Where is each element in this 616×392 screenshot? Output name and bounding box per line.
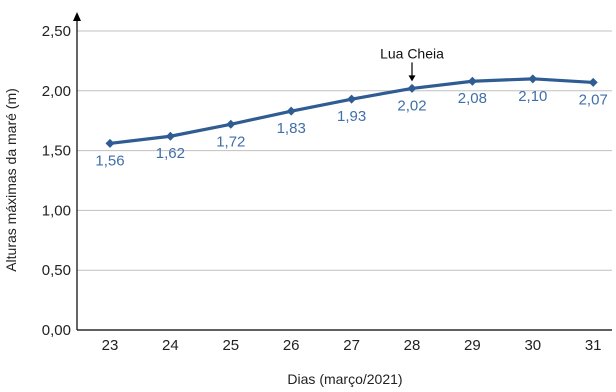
y-tick-label: 2,50 [42,23,71,40]
data-label: 2,08 [458,90,487,107]
data-point-marker [347,94,357,104]
full-moon-annotation: Lua Cheia [380,45,444,82]
x-tick-label: 28 [404,337,421,354]
x-tick-label: 25 [222,337,239,354]
y-tick-label: 2,00 [42,83,71,100]
data-label: 2,02 [397,97,426,114]
annotation-arrow-head [408,75,416,82]
x-axis-title: Dias (março/2021) [287,371,402,387]
x-tick-label: 23 [102,337,119,354]
data-point-marker [588,77,598,87]
x-tick-label: 26 [283,337,300,354]
x-tick-label: 29 [464,337,481,354]
data-label: 2,07 [579,91,608,108]
x-tick-label: 27 [343,337,360,354]
data-point-marker [528,74,538,84]
data-label: 1,72 [216,133,245,150]
x-tick-label: 31 [585,337,602,354]
y-tick-labels: 0,00 0,50 1,00 1,50 2,00 2,50 [42,23,71,339]
data-label: 1,83 [277,120,306,137]
data-point-marker [286,106,296,116]
data-point-marker [407,83,417,93]
series-line [105,74,598,148]
annotation-label: Lua Cheia [380,45,444,61]
data-point-marker [165,131,175,141]
data-point-marker [226,119,236,129]
data-label: 1,93 [337,108,366,125]
y-axis-title: Alturas máximas da maré (m) [3,88,19,272]
data-labels: 1,56 1,62 1,72 1,83 1,93 2,02 2,08 2,10 2,07 [95,88,607,170]
data-label: 1,56 [95,152,124,169]
y-tick-label: 0,50 [42,262,71,279]
y-tick-label: 0,00 [42,322,71,339]
data-point-marker [467,76,477,86]
x-tick-label: 30 [524,337,541,354]
y-tick-label: 1,50 [42,143,71,160]
x-tick-labels: 23 24 25 26 27 28 29 30 31 [102,337,602,354]
y-tick-label: 1,00 [42,202,71,219]
data-point-marker [105,138,115,148]
grid-lines [77,30,612,271]
axes [73,12,612,331]
x-tick-label: 24 [162,337,179,354]
y-axis-arrow [73,12,81,21]
data-label: 1,62 [156,145,185,162]
data-label: 2,10 [518,88,547,105]
